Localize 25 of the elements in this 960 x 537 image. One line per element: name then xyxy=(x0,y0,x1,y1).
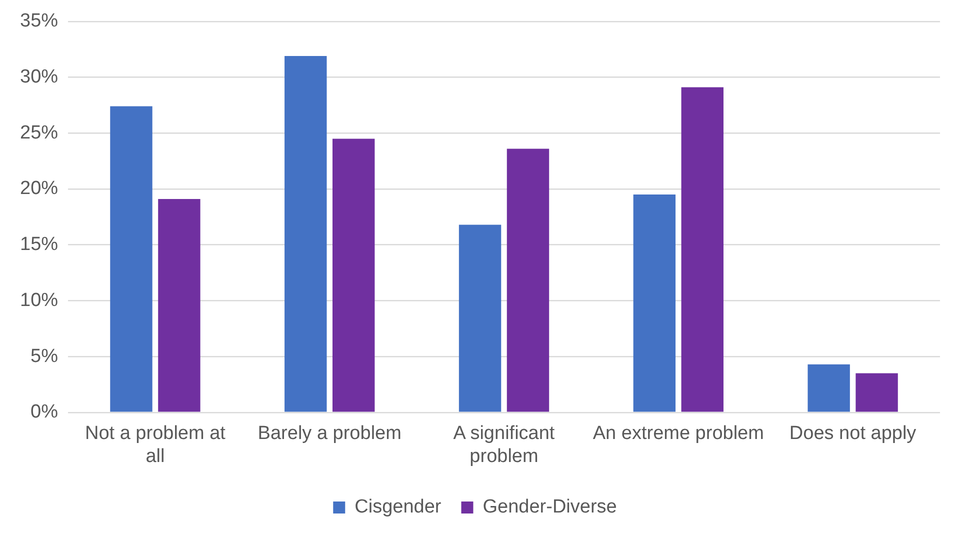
y-tick-label: 5% xyxy=(30,346,58,367)
x-tick-label: Barely a problem xyxy=(258,423,402,444)
y-tick-label: 15% xyxy=(20,234,58,256)
bar xyxy=(681,87,724,412)
bar xyxy=(506,148,550,412)
y-tick-label: 20% xyxy=(20,178,58,200)
y-tick-label: 10% xyxy=(20,290,58,311)
legend-label: Gender-Diverse xyxy=(482,496,617,518)
bar xyxy=(633,194,676,412)
bar xyxy=(110,106,152,412)
x-tick-label: Does not apply xyxy=(789,423,917,444)
y-tick-label: 0% xyxy=(30,402,58,423)
x-tick-label: Not a problem at all xyxy=(84,423,226,467)
x-tick-label: A significant problem xyxy=(453,423,556,467)
legend-label: Cisgender xyxy=(354,496,442,518)
y-tick-label: 30% xyxy=(20,66,58,88)
bar xyxy=(284,56,327,412)
bar xyxy=(458,224,502,412)
y-tick-label: 25% xyxy=(20,122,58,144)
x-tick-label: An extreme problem xyxy=(592,423,764,444)
bar xyxy=(808,364,850,412)
bar xyxy=(332,138,375,412)
y-tick-label: 35% xyxy=(20,10,58,32)
bar xyxy=(158,199,200,412)
bar xyxy=(856,373,898,412)
